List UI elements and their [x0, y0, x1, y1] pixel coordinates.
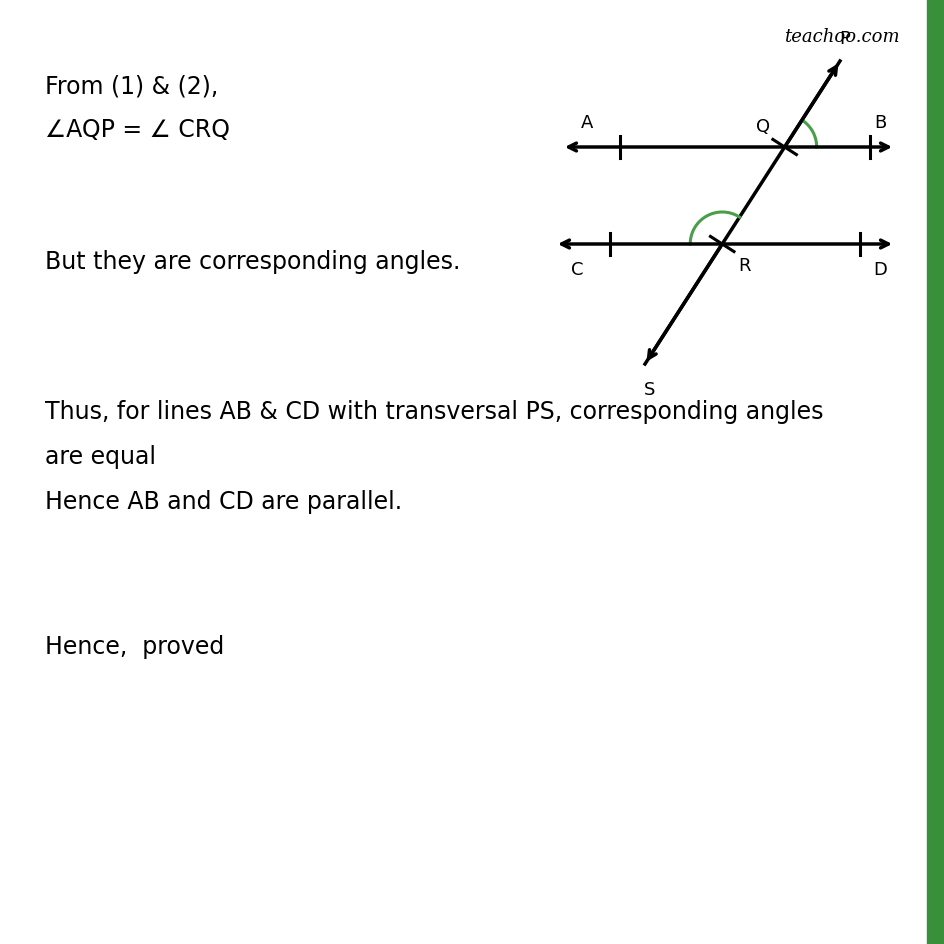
Text: Q: Q	[755, 118, 769, 136]
Text: teachoo.com: teachoo.com	[784, 28, 899, 46]
Text: P: P	[838, 30, 850, 48]
Text: From (1) & (2),: From (1) & (2),	[45, 75, 218, 99]
Text: But they are corresponding angles.: But they are corresponding angles.	[45, 250, 460, 274]
Text: R: R	[737, 257, 750, 275]
Text: Hence,  proved: Hence, proved	[45, 634, 224, 658]
Text: A: A	[581, 114, 593, 132]
Text: C: C	[570, 261, 582, 278]
Text: S: S	[644, 380, 655, 398]
Text: are equal: are equal	[45, 445, 156, 468]
Text: ∠AQP = ∠ CRQ: ∠AQP = ∠ CRQ	[45, 118, 229, 142]
Text: D: D	[872, 261, 886, 278]
Text: Thus, for lines AB & CD with transversal PS, corresponding angles: Thus, for lines AB & CD with transversal…	[45, 399, 822, 424]
Text: Hence AB and CD are parallel.: Hence AB and CD are parallel.	[45, 490, 402, 514]
Bar	[926, 0, 944, 944]
Text: B: B	[873, 114, 885, 132]
